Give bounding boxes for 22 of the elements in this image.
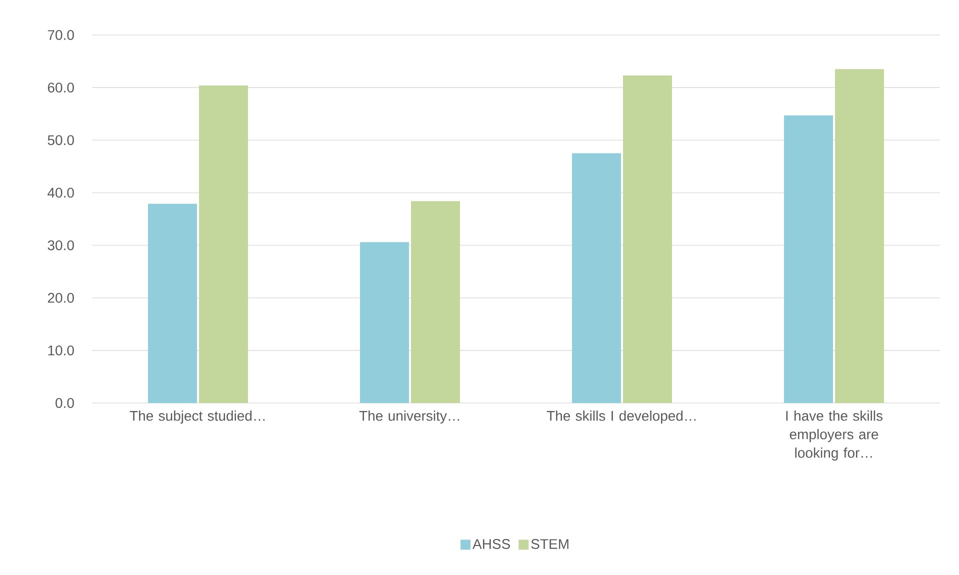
bar — [198, 85, 248, 403]
y-tick-label: 20.0 — [48, 292, 74, 303]
bar — [572, 153, 622, 403]
bar — [411, 201, 460, 403]
legend-label: STEM — [531, 539, 568, 549]
bar — [623, 75, 672, 403]
x-tick-label: The skills I developed… — [546, 410, 696, 424]
bar — [148, 204, 198, 403]
y-tick-label: 40.0 — [48, 188, 74, 198]
x-tick-label: The university… — [359, 410, 460, 424]
y-tick-label: 70.0 — [48, 30, 74, 40]
y-tick-label: 60.0 — [48, 82, 74, 93]
y-tick-label: 10.0 — [48, 345, 74, 356]
y-tick-label: 50.0 — [48, 135, 74, 146]
x-tick-label: I have the skills employers are looking for… — [786, 410, 882, 461]
y-tick-label: 0.0 — [56, 398, 74, 408]
bar — [784, 115, 834, 403]
bar — [835, 69, 884, 403]
y-tick-label: 30.0 — [48, 240, 74, 250]
legend-label: AHSS — [472, 539, 510, 549]
x-tick-label: The subject studied… — [130, 410, 265, 424]
bar — [360, 242, 410, 403]
